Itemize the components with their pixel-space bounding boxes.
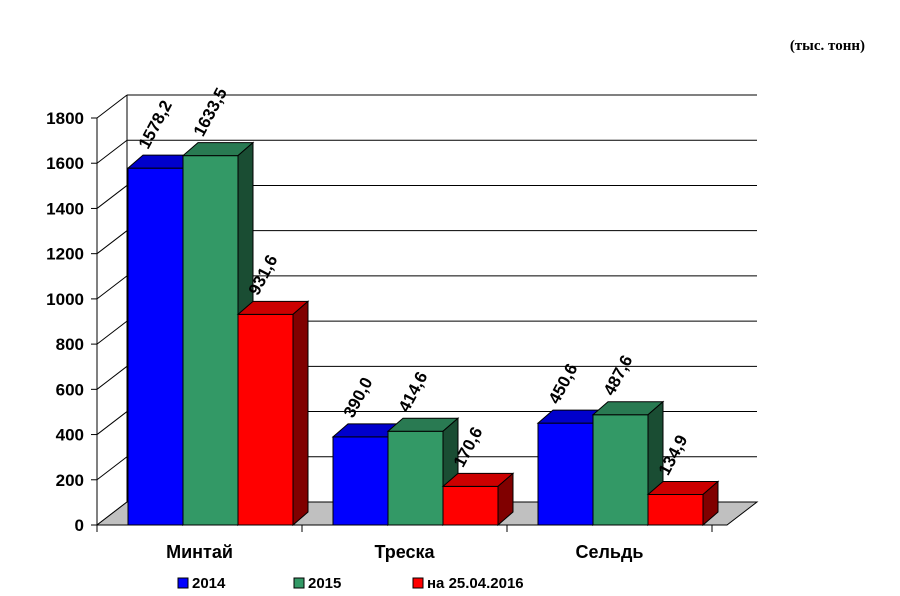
data-label: 1633,5 bbox=[190, 85, 231, 140]
data-label: 450,6 bbox=[545, 361, 582, 407]
axes: 0 200 400 600 800 1000 1200 1400 1600 1800 Минтай Т… bbox=[46, 109, 727, 562]
bar-side bbox=[702, 480, 719, 527]
bar-front bbox=[442, 485, 499, 526]
bar bbox=[236, 300, 310, 527]
legend: 2014 2015 на 25.04.2016 bbox=[177, 575, 524, 592]
bar-front bbox=[182, 155, 239, 526]
y-tick-label: 800 bbox=[56, 335, 84, 354]
bar-front bbox=[592, 414, 649, 526]
legend-item: 2015 bbox=[293, 575, 341, 592]
legend-item: на 25.04.2016 bbox=[412, 575, 524, 592]
bar-front bbox=[387, 430, 444, 526]
x-category-label: Минтай bbox=[166, 542, 233, 562]
bar bbox=[441, 472, 515, 527]
x-category-label: Треска bbox=[374, 542, 435, 562]
bar-side bbox=[497, 472, 514, 527]
grid-wall-line bbox=[96, 365, 128, 390]
data-label: 487,6 bbox=[600, 352, 637, 398]
y-tick-label: 1000 bbox=[46, 290, 84, 309]
legend-label: на 25.04.2016 bbox=[427, 575, 524, 592]
y-tick-label: 1200 bbox=[46, 245, 84, 264]
y-tick-label: 600 bbox=[56, 380, 84, 399]
grid-wall-line bbox=[96, 230, 128, 255]
legend-swatch bbox=[412, 577, 424, 589]
grid-wall-line bbox=[96, 411, 128, 435]
legend-swatch bbox=[177, 577, 189, 589]
y-tick-label: 400 bbox=[56, 426, 84, 445]
legend-item: 2014 bbox=[177, 575, 226, 592]
grid-wall-line bbox=[96, 456, 128, 481]
bar-front bbox=[537, 422, 594, 526]
y-tick-label: 1800 bbox=[46, 109, 84, 128]
legend-label: 2014 bbox=[192, 575, 226, 592]
y-tick-label: 0 bbox=[75, 516, 84, 535]
bar-front bbox=[237, 313, 294, 526]
bars bbox=[126, 141, 720, 527]
data-label: 1578,2 bbox=[135, 97, 176, 152]
legend-swatch bbox=[293, 577, 305, 589]
data-label: 414,6 bbox=[395, 369, 432, 415]
bar bbox=[646, 480, 720, 527]
y-tick-label: 200 bbox=[56, 471, 84, 490]
y-tick-label: 1400 bbox=[46, 199, 84, 218]
y-tick-label: 1600 bbox=[46, 154, 84, 173]
grid-wall-line bbox=[96, 320, 128, 345]
grid-wall-line bbox=[96, 185, 128, 209]
bar-front bbox=[647, 493, 704, 526]
data-label: 390,0 bbox=[340, 374, 377, 420]
bar-front bbox=[332, 436, 389, 526]
x-category-label: Сельдь bbox=[575, 542, 643, 562]
units-label: (тыс. тонн) bbox=[789, 38, 865, 54]
bar-front bbox=[127, 167, 184, 526]
legend-label: 2015 bbox=[308, 575, 341, 592]
grid-wall-line bbox=[96, 94, 128, 119]
bar-side bbox=[292, 300, 309, 527]
grid-wall-line bbox=[96, 139, 128, 164]
grid-wall-line bbox=[96, 275, 128, 300]
